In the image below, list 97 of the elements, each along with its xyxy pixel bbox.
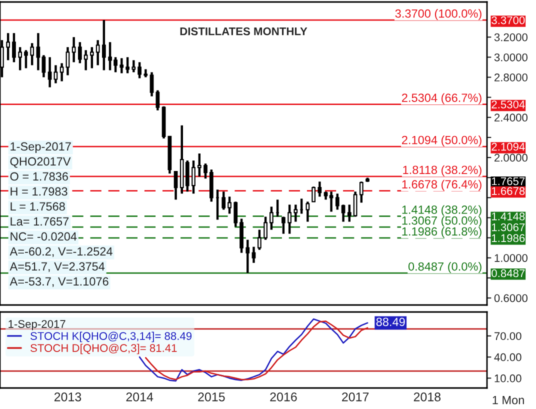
annotation: La= 1.7657 [10, 217, 69, 226]
x-tick-label: 2013 [54, 392, 82, 402]
legend-label: STOCH D[QHO@C,3]= 81.41 [30, 344, 177, 354]
candlestick [18, 46, 22, 72]
ref-line-label: 2.1094 (50.0%) [402, 136, 482, 147]
text: DISTILLATES MONTHLY [180, 27, 308, 36]
x-tick-label: 2016 [270, 392, 297, 402]
candlestick [282, 216, 286, 235]
candlestick [335, 192, 340, 211]
text: 1 Mon [492, 396, 524, 404]
candlestick [312, 186, 316, 203]
y-tick-label: 70.00 [494, 332, 522, 340]
y2-tick-label: 2.1094 [492, 142, 525, 151]
candlestick [197, 152, 202, 178]
annotation: A=-53.7, V=1.1076 [10, 277, 108, 288]
candlestick [60, 62, 64, 82]
candlestick [24, 49, 28, 70]
candlestick [246, 238, 250, 274]
y-tick-label: 3.0000 [494, 53, 528, 62]
candlestick [6, 32, 10, 62]
candlestick [66, 46, 70, 76]
annotation: 88.49 [376, 318, 405, 326]
legend-label: STOCH K[QHO@C,3,14]= 88.49 [30, 332, 192, 342]
x-tick-label: 2018 [414, 392, 441, 402]
candlestick [341, 204, 346, 223]
ref-line-label: 3.3700 (100.0%) [395, 9, 482, 20]
candlestick [120, 57, 124, 74]
ref-line-label: 1.3067 (50.0%) [402, 216, 482, 228]
annotation: 1-Sep-2017 [10, 142, 71, 153]
y2-tick-label: 1.7657 [492, 177, 525, 186]
candlestick [132, 59, 136, 74]
candlestick [96, 39, 100, 66]
y2-tick-label: 1.1986 [492, 234, 525, 242]
legend-title: 1-Sep-2017 [8, 320, 66, 330]
candlestick [84, 49, 88, 72]
ref-line-label: 2.5304 (66.7%) [402, 93, 482, 104]
y2-tick-label: 1.3067 [492, 223, 525, 232]
candlestick [36, 32, 40, 72]
candlestick [234, 200, 238, 228]
annotation: QHO2017V [10, 157, 71, 168]
candlestick [102, 18, 106, 72]
candlestick [288, 204, 292, 235]
y-tick-label: 2.4000 [494, 114, 528, 122]
candlestick [126, 56, 130, 74]
candlestick [42, 54, 46, 78]
y2-tick-label: 1.4148 [492, 212, 525, 220]
ref-line-label: 1.4148 (38.2%) [402, 205, 482, 216]
candlestick [138, 61, 142, 80]
ref-line-label: 1.1986 (61.8%) [402, 226, 482, 238]
annotation: A=51.7, V=2.3754 [10, 262, 105, 272]
candlestick [30, 42, 34, 66]
candlestick [359, 180, 364, 204]
y-tick-label: 10.00 [494, 374, 522, 382]
candlestick [204, 162, 208, 180]
candlestick [228, 196, 232, 215]
candlestick [48, 56, 52, 88]
y2-tick-label: 2.5304 [492, 100, 525, 108]
annotation: L = 1.7568 [10, 202, 65, 211]
annotation: A=-60.2, V=-1.2524 [10, 247, 112, 258]
y2-tick-label: 0.8487 [492, 269, 525, 278]
candlestick [318, 180, 322, 198]
y-tick-label: 1.0000 [494, 254, 528, 262]
y-tick-label: 2.8000 [494, 74, 528, 82]
candlestick [150, 71, 154, 98]
candlestick [270, 206, 274, 231]
candlestick [78, 41, 82, 64]
annotation: NC= -0.0204 [10, 232, 77, 241]
x-tick-label: 2014 [126, 392, 154, 402]
candlestick [222, 190, 226, 211]
annotation: H = 1.7983 [10, 187, 68, 196]
candlestick [264, 216, 268, 241]
y-tick-label: 3.2000 [494, 33, 528, 42]
x-tick-label: 2015 [198, 392, 225, 402]
candlestick [252, 246, 256, 264]
candlestick [347, 204, 352, 223]
candlestick [353, 190, 358, 218]
y2-tick-label: 3.3700 [492, 16, 525, 24]
y-tick-label: 2.0000 [494, 154, 528, 162]
y2-tick-label: 1.6678 [492, 187, 525, 195]
candlestick [174, 170, 178, 201]
ref-line-label: 1.8118 (38.2%) [403, 165, 482, 176]
y-tick-label: 0.6000 [494, 294, 528, 302]
x-tick-label: 2017 [342, 392, 369, 402]
candlestick [54, 64, 58, 84]
candlestick [192, 159, 196, 195]
candlestick [329, 190, 334, 213]
y-tick-label: 40.00 [494, 353, 522, 362]
ref-line-label: 1.6678 (76.4%) [402, 180, 482, 191]
candlestick [12, 32, 16, 64]
candlestick [156, 89, 160, 112]
candlestick [90, 46, 94, 70]
candlestick [306, 200, 310, 223]
ref-line-label: 0.8487 (0.0%) [408, 262, 482, 274]
candlestick [72, 36, 76, 64]
annotation: O = 1.7836 [10, 172, 68, 181]
candlestick [294, 204, 298, 223]
candlestick [258, 228, 262, 251]
